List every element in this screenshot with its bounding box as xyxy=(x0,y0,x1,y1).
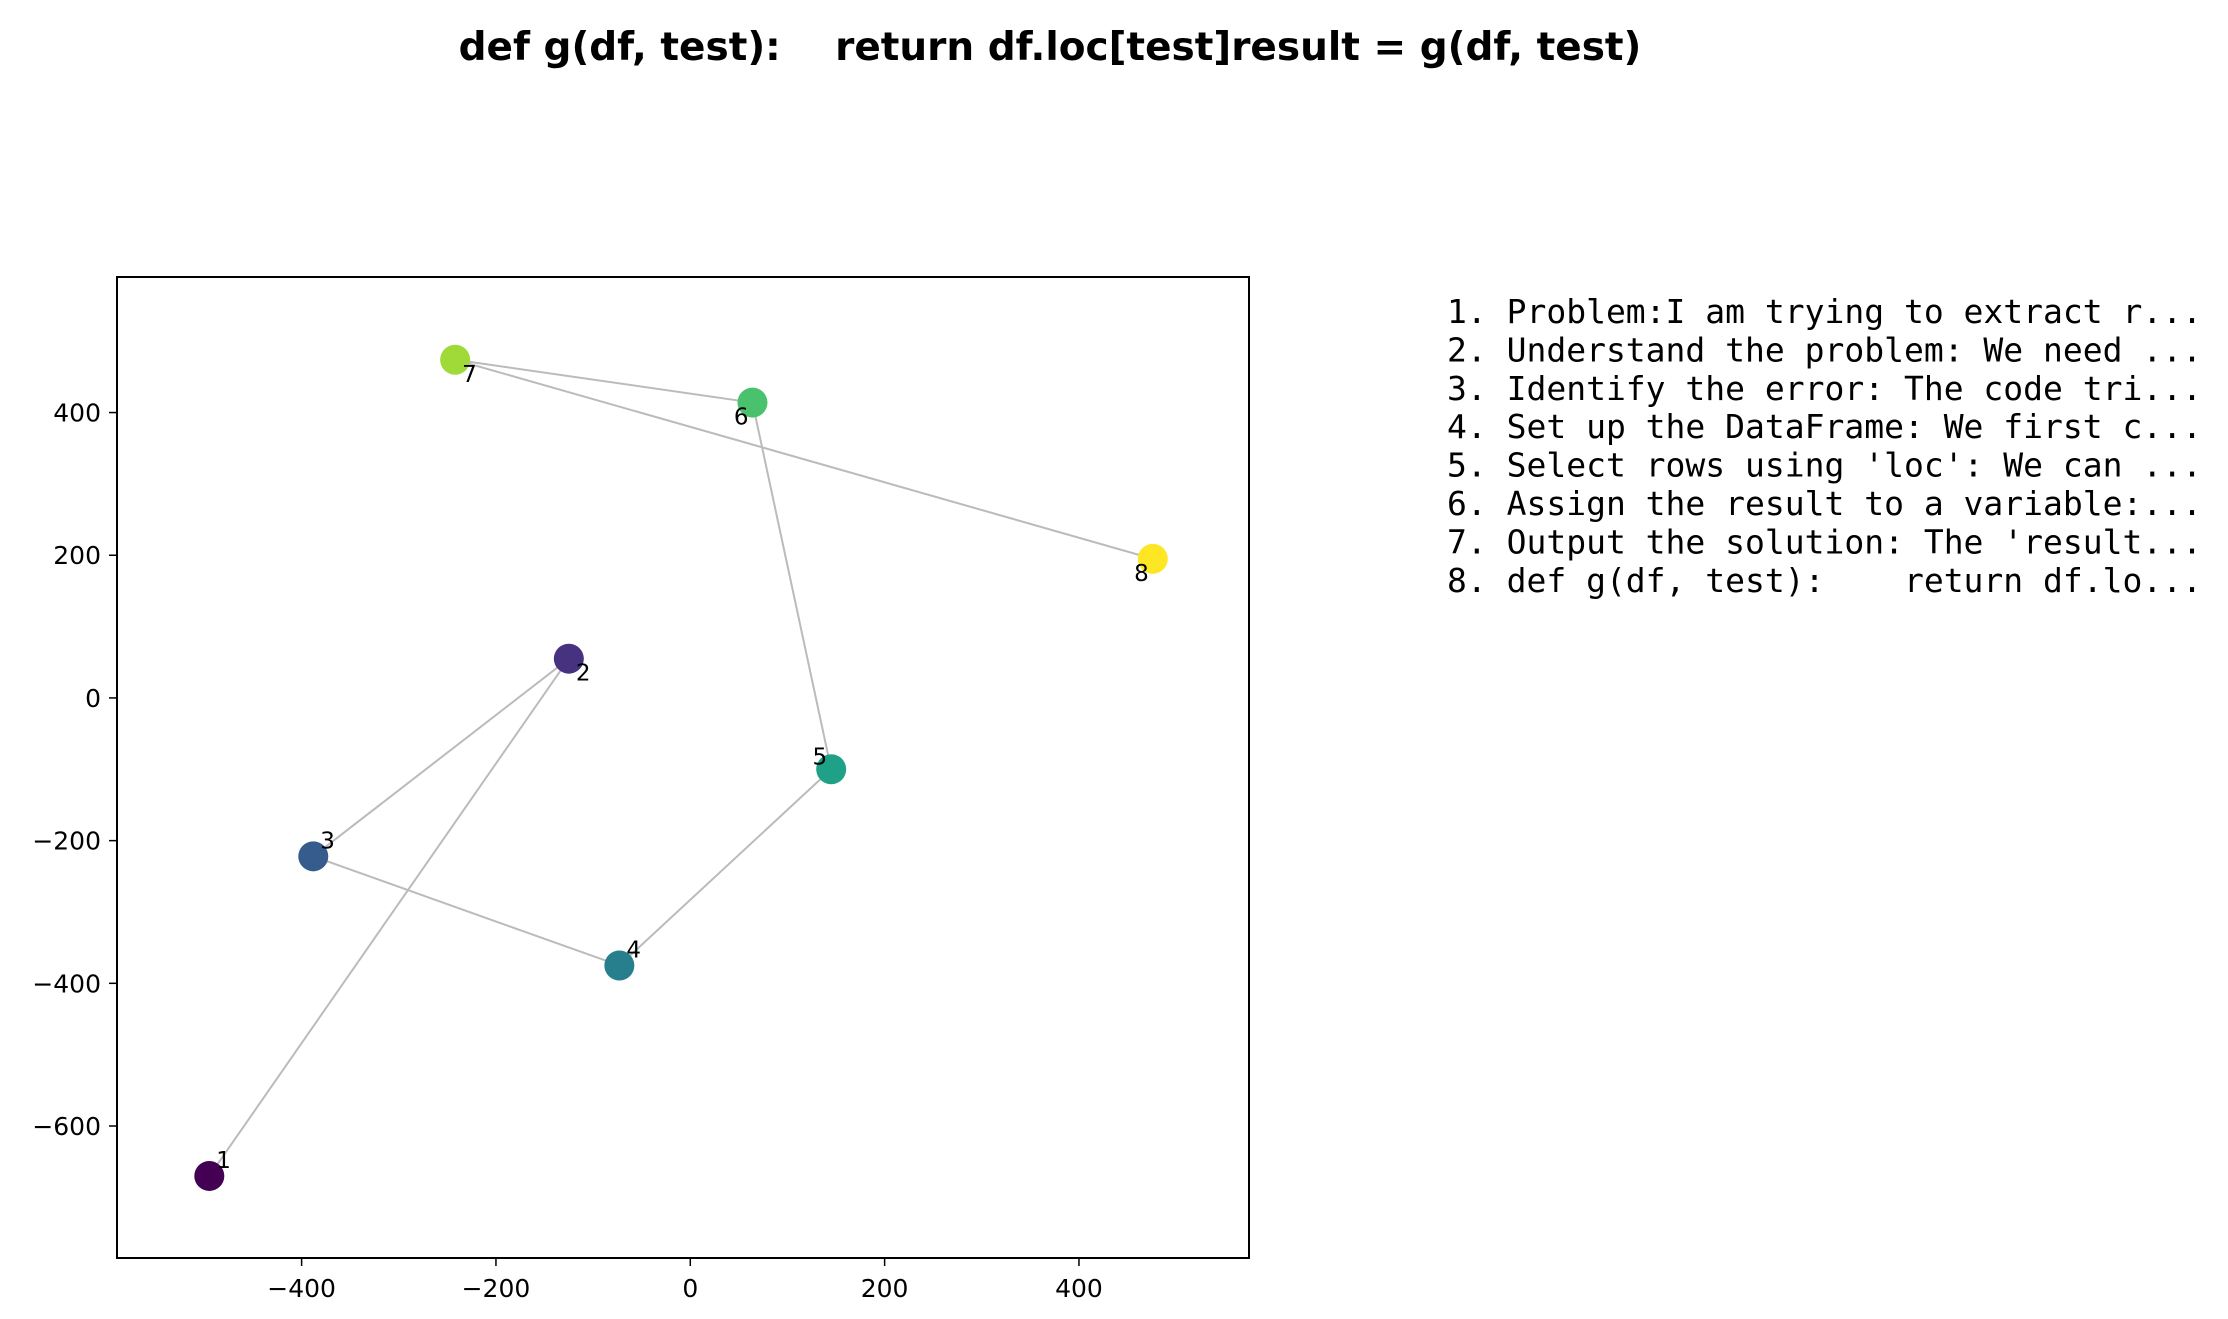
point-label: 6 xyxy=(734,405,749,431)
data-point xyxy=(816,754,847,785)
plot-area: 1 2 3 4 5 6 7 8 −400 −200 0 200 400 −600 −400 −200 0 200 4… xyxy=(32,276,1250,1303)
connection-lines xyxy=(208,358,1154,1177)
data-point xyxy=(194,1160,225,1191)
data-point xyxy=(553,643,584,674)
steps-list: 1. Problem:I am trying to extract r...2.… xyxy=(1447,292,2202,600)
data-point xyxy=(298,841,329,872)
data-point xyxy=(604,950,635,981)
point-label: 8 xyxy=(1134,561,1149,587)
x-tick-label: −400 xyxy=(267,1274,336,1303)
y-tick-label: −400 xyxy=(32,969,101,998)
step-item: 4. Set up the DataFrame: We first c... xyxy=(1447,407,2202,446)
x-tick-label: 200 xyxy=(861,1274,909,1303)
connection-line xyxy=(208,658,570,1177)
data-point xyxy=(737,387,768,418)
connection-line xyxy=(454,358,753,404)
data-point xyxy=(1137,543,1168,574)
connection-line xyxy=(312,657,570,858)
y-tick-label: 400 xyxy=(53,399,101,428)
step-item: 1. Problem:I am trying to extract r... xyxy=(1447,292,2202,331)
x-axis-ticks: −400 −200 0 200 400 xyxy=(267,1258,1103,1303)
step-item: 3. Identify the error: The code tri... xyxy=(1447,369,2202,408)
y-axis-ticks: −600 −400 −200 0 200 400 xyxy=(32,399,117,1141)
step-item: 8. def g(df, test): return df.lo... xyxy=(1447,561,2202,600)
y-tick-label: −600 xyxy=(32,1112,101,1141)
point-label: 7 xyxy=(462,362,477,388)
point-labels: 1 2 3 4 5 6 7 8 xyxy=(216,362,1148,1174)
point-label: 1 xyxy=(216,1148,231,1174)
point-label: 3 xyxy=(320,828,335,854)
x-tick-label: 400 xyxy=(1055,1274,1103,1303)
step-item: 7. Output the solution: The 'result... xyxy=(1447,522,2202,561)
axes-frame xyxy=(116,276,1250,1259)
step-item: 6. Assign the result to a variable:... xyxy=(1447,484,2202,523)
point-label: 4 xyxy=(626,937,641,963)
x-tick-label: −200 xyxy=(462,1274,531,1303)
step-item: 2. Understand the problem: We need ... xyxy=(1447,330,2202,369)
point-label: 5 xyxy=(813,744,828,770)
step-item: 5. Select rows using 'loc': We can ... xyxy=(1447,446,2202,485)
chart-title: def g(df, test): return df.loc[test]resu… xyxy=(459,25,1642,70)
data-point xyxy=(440,344,471,375)
point-label: 2 xyxy=(576,661,591,687)
connection-line xyxy=(312,855,620,967)
y-tick-label: 200 xyxy=(53,541,101,570)
connection-line xyxy=(454,358,1154,560)
y-tick-label: 0 xyxy=(85,684,101,713)
x-tick-label: 0 xyxy=(682,1274,698,1303)
connection-line xyxy=(751,402,833,770)
connection-line xyxy=(618,768,832,967)
y-tick-label: −200 xyxy=(32,827,101,856)
data-points xyxy=(194,344,1168,1191)
